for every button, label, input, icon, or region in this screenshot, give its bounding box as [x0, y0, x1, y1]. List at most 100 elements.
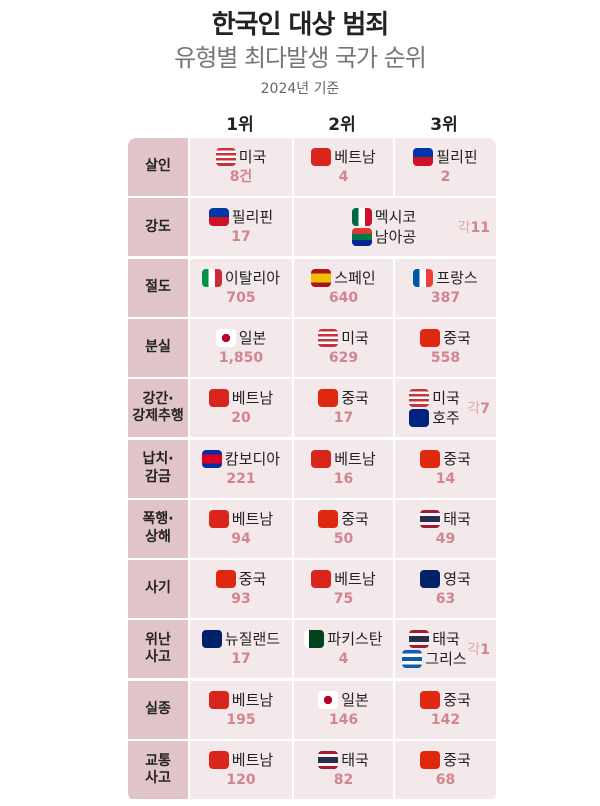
rank-cell: 필리핀 2 — [395, 138, 496, 196]
crime-type-label: 살인 — [128, 138, 188, 196]
each-prefix: 각 — [467, 401, 481, 418]
es-flag-icon — [311, 268, 332, 287]
country-name: 베트남 — [334, 570, 376, 589]
rank-cell: 중국 558 — [395, 318, 496, 377]
country-name: 일본 — [341, 690, 369, 709]
rank-cell: 중국 142 — [395, 680, 496, 739]
case-count: 387 — [430, 289, 461, 306]
crime-type-label: 납치· 감금 — [128, 439, 188, 498]
basis-note: 2024년 기준 — [260, 81, 340, 97]
case-count: 8건 — [229, 169, 253, 185]
rank-cell: 이탈리아 705 — [190, 258, 292, 317]
case-count: 49 — [435, 530, 456, 547]
country: 베트남 — [311, 449, 376, 469]
crime-type-label: 사기 — [128, 560, 188, 619]
country-name: 미국 — [238, 148, 267, 166]
country: 일본 — [215, 328, 267, 348]
country: 영국 — [420, 569, 471, 589]
table-row: 강도 필리핀 17 멕시코 남아공 각11 — [128, 198, 496, 257]
crime-type-label: 강간· 강제추행 — [128, 379, 188, 438]
table-row: 사기 중국 93 베트남 75 영국 63 — [128, 560, 496, 619]
country: 베트남 — [208, 388, 274, 408]
country: 이탈리아 — [201, 268, 281, 288]
case-count: 63 — [435, 591, 456, 608]
country: 태국 — [420, 509, 471, 529]
country: 베트남 — [208, 509, 274, 529]
it-flag-icon — [201, 268, 222, 287]
mx-flag-icon — [351, 208, 372, 227]
country-name: 중국 — [341, 509, 369, 528]
cn-flag-icon — [215, 570, 236, 589]
shared-count: 각11 — [457, 220, 490, 237]
case-count: 16 — [333, 470, 354, 487]
country-name: 일본 — [238, 328, 267, 347]
country-name: 태국 — [443, 509, 471, 528]
country: 필리핀 — [413, 147, 478, 167]
country-name: 그리스 — [425, 650, 467, 669]
au-flag-icon — [409, 409, 430, 428]
table-row: 실종 베트남 195 일본 146 중국 142 — [128, 680, 496, 739]
country: 중국 — [420, 449, 471, 469]
case-count: 120 — [226, 772, 256, 788]
case-count: 1,850 — [218, 349, 264, 366]
rank-cell: 베트남 16 — [294, 439, 393, 498]
ph-flag-icon — [413, 148, 434, 166]
pk-flag-icon — [304, 630, 325, 649]
gb-flag-icon — [420, 570, 441, 589]
case-count: 14 — [435, 470, 456, 487]
country-name: 이탈리아 — [224, 268, 281, 287]
rank-cell: 미국 629 — [294, 318, 393, 377]
rank-cell: 중국 17 — [294, 379, 393, 438]
cn-flag-icon — [420, 751, 441, 769]
table-row: 납치· 감금 캄보디아 221 베트남 16 중국 14 — [128, 439, 496, 498]
country-name: 중국 — [341, 389, 369, 408]
rank-cell: 태국 그리스 각1 — [395, 620, 496, 679]
table-row: 강간· 강제추행 베트남 20 중국 17 미국 호주 각7 — [128, 379, 496, 438]
country: 중국 — [318, 509, 369, 529]
case-count: 94 — [231, 530, 251, 547]
case-count: 558 — [430, 349, 461, 366]
country: 파키스탄 — [304, 629, 383, 649]
nz-flag-icon — [201, 630, 222, 649]
country-name: 파키스탄 — [327, 630, 383, 649]
country: 스페인 — [311, 268, 376, 288]
country-name: 베트남 — [334, 449, 376, 468]
rank-cell: 미국 8건 — [190, 138, 292, 196]
ph-flag-icon — [208, 208, 229, 227]
rank-cell: 일본 1,850 — [190, 318, 292, 377]
table-row: 살인 미국 8건 베트남 4 필리핀 2 — [128, 138, 496, 196]
crime-type-label: 분실 — [128, 318, 188, 377]
rank-cell: 필리핀 17 — [190, 198, 292, 257]
th-flag-icon — [409, 630, 430, 649]
za-flag-icon — [351, 228, 372, 247]
country-name: 멕시코 — [374, 208, 417, 227]
country-name: 스페인 — [334, 268, 376, 287]
case-count: 4 — [338, 169, 349, 185]
country-name: 베트남 — [231, 751, 274, 769]
us-flag-icon — [318, 328, 339, 347]
ranking-table: 살인 미국 8건 베트남 4 필리핀 2 강도 필리핀 17 멕시코 남아공 각11 절도 이탈리아 705 스… — [128, 138, 496, 801]
table-row: 분실 일본 1,850 미국 629 중국 558 — [128, 318, 496, 377]
rank-cell: 태국 82 — [294, 741, 393, 799]
country: 남아공 — [351, 227, 416, 247]
rank-cell: 뉴질랜드 17 — [190, 620, 292, 679]
jp-flag-icon — [318, 690, 339, 709]
rank-cell: 영국 63 — [395, 560, 496, 619]
rank-header-1: 1위 — [226, 115, 254, 135]
rank-cell: 스페인 640 — [294, 258, 393, 317]
country-name: 캄보디아 — [224, 449, 281, 468]
cn-flag-icon — [420, 690, 441, 709]
country-name: 중국 — [443, 328, 471, 347]
country: 중국 — [420, 750, 471, 770]
country-name: 베트남 — [231, 509, 274, 528]
country: 베트남 — [311, 569, 376, 589]
rank-cell: 캄보디아 221 — [190, 439, 292, 498]
country: 미국 — [318, 328, 369, 348]
vn-flag-icon — [311, 570, 332, 589]
page-title: 한국인 대상 범죄 — [211, 10, 390, 40]
rank-cell: 중국 93 — [190, 560, 292, 619]
country-name: 베트남 — [231, 389, 274, 408]
cn-flag-icon — [318, 509, 339, 528]
crime-type-label: 교통 사고 — [128, 741, 188, 799]
vn-flag-icon — [208, 509, 229, 528]
